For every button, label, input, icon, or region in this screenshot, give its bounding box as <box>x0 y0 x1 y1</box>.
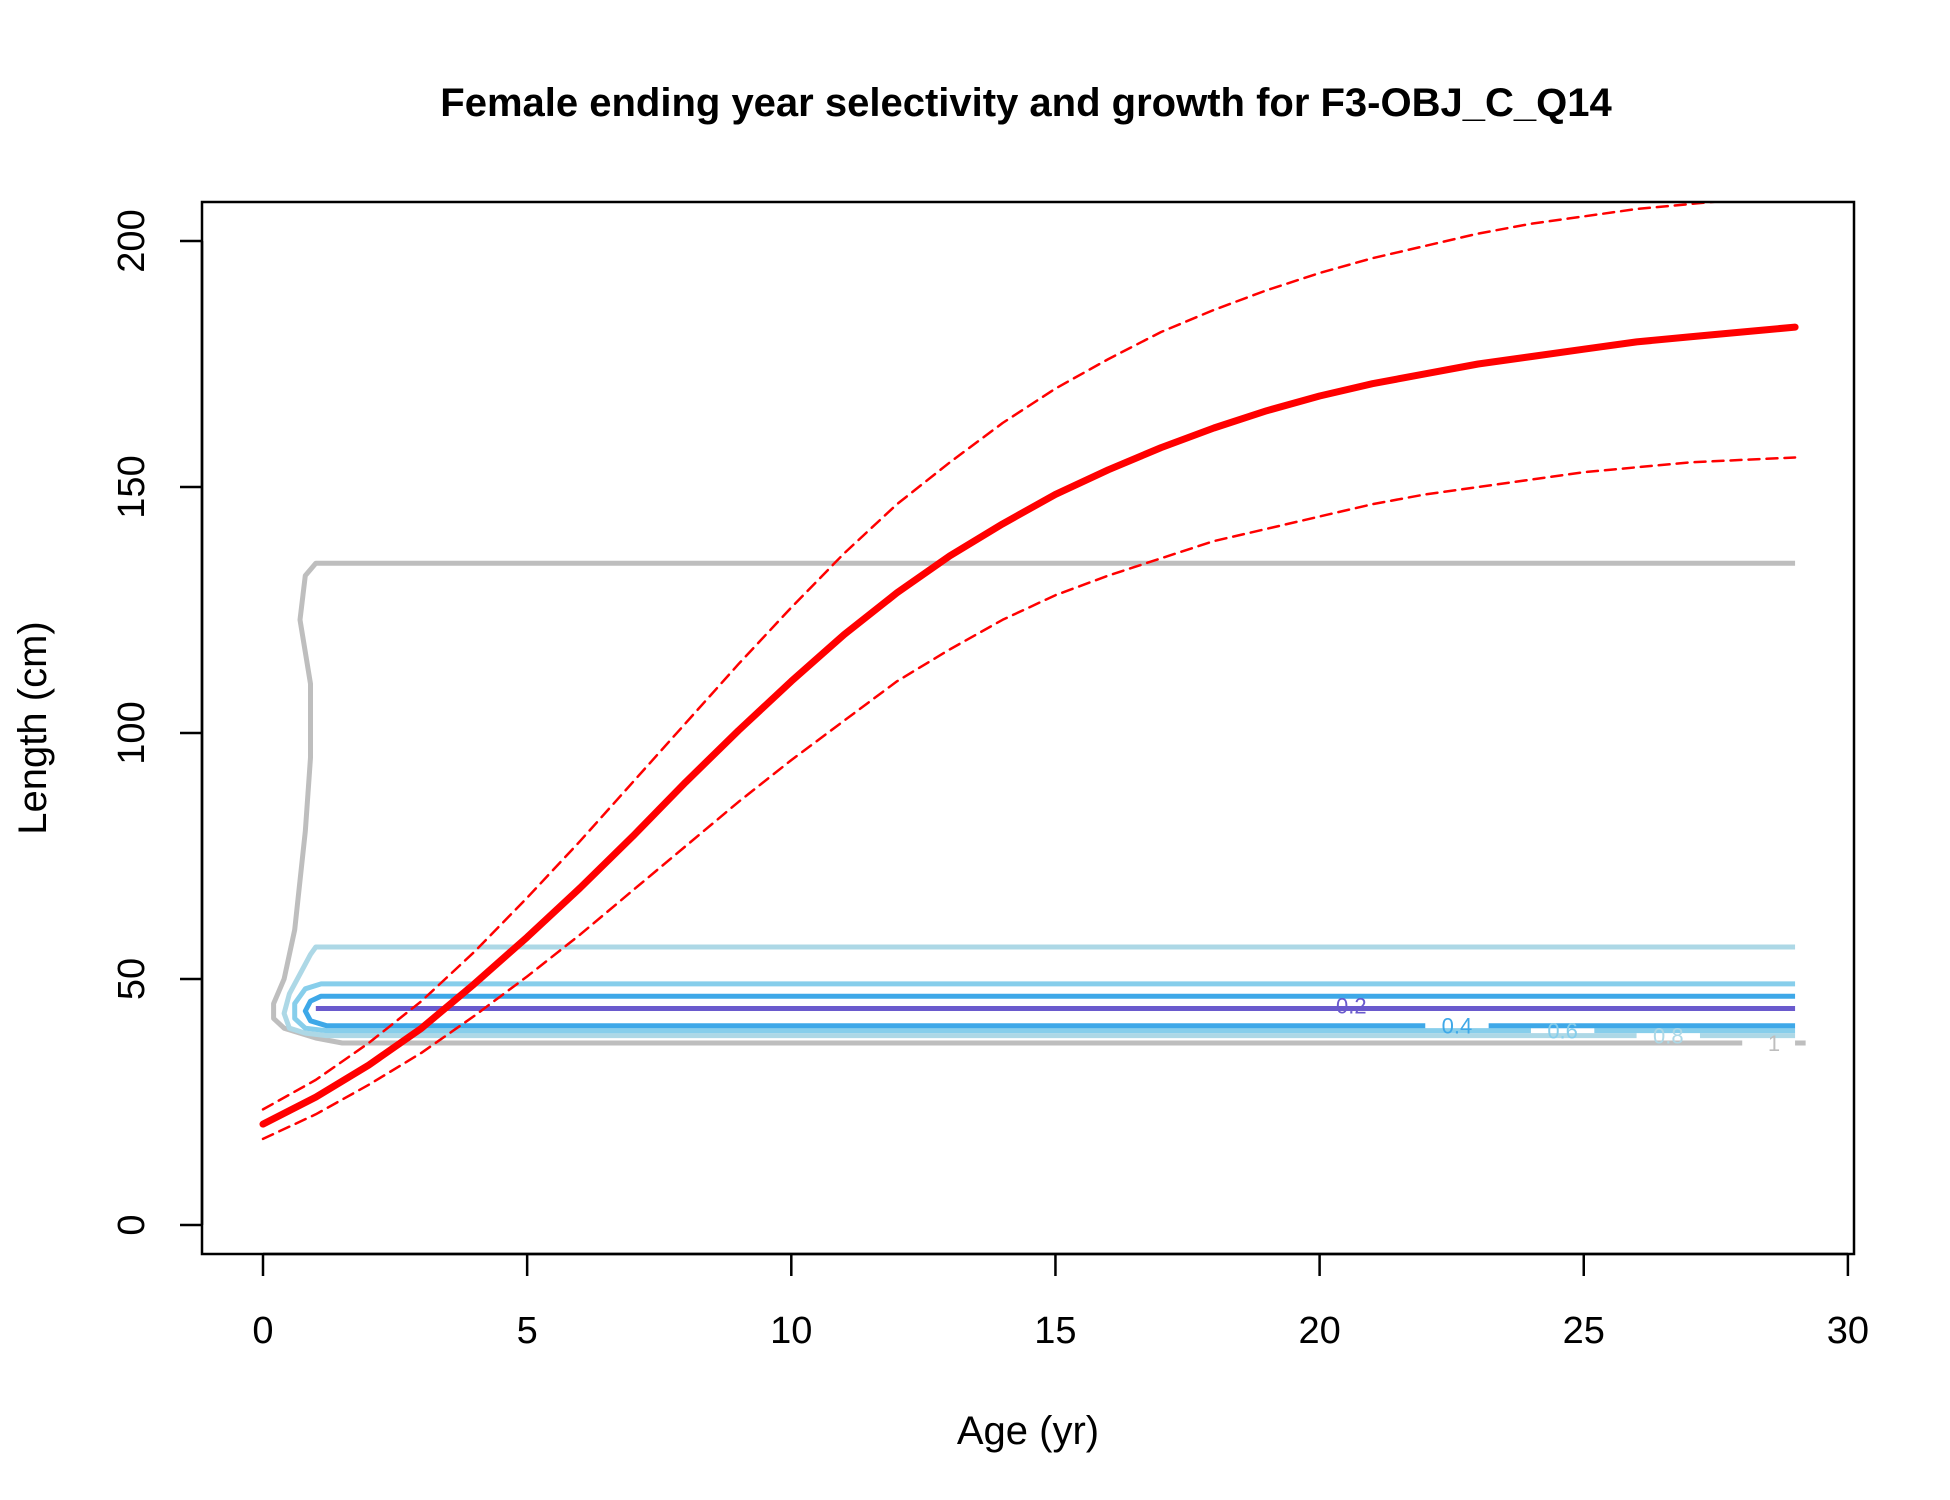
mean-growth-line <box>259 323 1799 1128</box>
y-axis: 0 50 100 150 200 <box>111 209 204 1236</box>
x-axis-label: Age (yr) <box>957 1409 1099 1453</box>
contour-label: 0.8 <box>1653 1024 1684 1049</box>
x-tick-label: 10 <box>770 1310 812 1352</box>
x-tick-label: 15 <box>1034 1310 1076 1352</box>
plot-frame <box>200 200 1856 1256</box>
series-layer <box>259 202 1799 1141</box>
x-tick-label: 30 <box>1827 1310 1869 1352</box>
contour-label: 0.4 <box>1442 1014 1473 1039</box>
y-tick-label: 100 <box>111 701 153 764</box>
contour-line-0_4 <box>281 944 1796 1039</box>
lower-interval-line <box>261 456 1797 1141</box>
x-tick-label: 0 <box>252 1310 273 1352</box>
contour-line-0_2 <box>271 560 1806 1046</box>
y-tick-label: 50 <box>111 958 153 1000</box>
x-tick-label: 5 <box>517 1310 538 1352</box>
contour-line-0_6 <box>292 981 1796 1034</box>
y-axis-label: Length (cm) <box>11 621 55 834</box>
x-tick-label: 25 <box>1563 1310 1605 1352</box>
y-tick-label: 200 <box>111 209 153 272</box>
x-axis: 0 5 10 15 20 25 30 <box>252 1252 1869 1352</box>
chart-title: Female ending year selectivity and growt… <box>440 81 1612 125</box>
contour-label: 0.2 <box>1336 994 1367 1019</box>
contour-label: 1 <box>1768 1031 1780 1056</box>
upper-interval-line <box>261 202 1726 1111</box>
x-tick-label: 20 <box>1298 1310 1340 1352</box>
y-tick-label: 150 <box>111 455 153 518</box>
contour-layer: 1 0.8 0.6 0.4 0.2 <box>271 560 1806 1056</box>
contour-line-0_8 <box>302 993 1796 1029</box>
contour-label: 0.6 <box>1547 1019 1578 1044</box>
y-tick-label: 0 <box>111 1214 153 1235</box>
